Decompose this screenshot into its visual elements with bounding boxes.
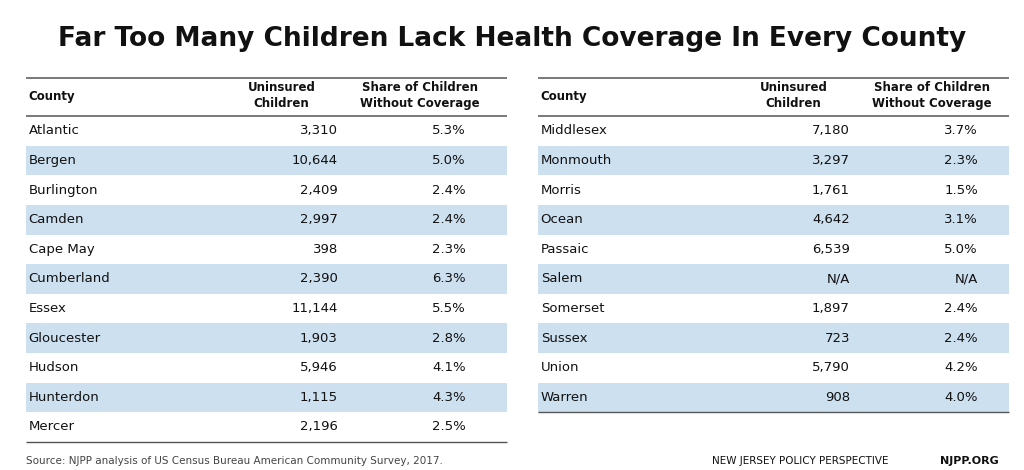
Text: 5.3%: 5.3% — [432, 125, 466, 137]
Text: Gloucester: Gloucester — [29, 332, 100, 345]
Text: 4.3%: 4.3% — [432, 391, 466, 404]
Text: 2,390: 2,390 — [300, 273, 338, 285]
Text: 3.1%: 3.1% — [944, 213, 978, 226]
Text: N/A: N/A — [954, 273, 978, 285]
Text: 2.4%: 2.4% — [432, 213, 466, 226]
Text: County: County — [29, 90, 76, 103]
Text: Sussex: Sussex — [541, 332, 587, 345]
Text: 5.0%: 5.0% — [944, 243, 978, 256]
Text: N/A: N/A — [826, 273, 850, 285]
Text: Bergen: Bergen — [29, 154, 77, 167]
Text: Morris: Morris — [541, 184, 582, 196]
Text: Hudson: Hudson — [29, 361, 79, 374]
Text: 2.4%: 2.4% — [944, 302, 978, 315]
Text: Mercer: Mercer — [29, 421, 75, 433]
Text: 7,180: 7,180 — [812, 125, 850, 137]
Text: 908: 908 — [824, 391, 850, 404]
Text: Union: Union — [541, 361, 580, 374]
Text: 1,761: 1,761 — [812, 184, 850, 196]
Text: 5.0%: 5.0% — [432, 154, 466, 167]
Text: Source: NJPP analysis of US Census Bureau American Community Survey, 2017.
Data : Source: NJPP analysis of US Census Burea… — [26, 456, 442, 470]
Text: 3,297: 3,297 — [812, 154, 850, 167]
Text: 3.7%: 3.7% — [944, 125, 978, 137]
Text: Burlington: Burlington — [29, 184, 98, 196]
Text: 4.0%: 4.0% — [944, 391, 978, 404]
Bar — [538, 383, 1009, 412]
Text: 2,997: 2,997 — [300, 213, 338, 226]
Text: 723: 723 — [824, 332, 850, 345]
Text: Passaic: Passaic — [541, 243, 589, 256]
Bar — [538, 264, 1009, 294]
Text: 6,539: 6,539 — [812, 243, 850, 256]
Text: Hunterdon: Hunterdon — [29, 391, 99, 404]
Text: NEW JERSEY POLICY PERSPECTIVE: NEW JERSEY POLICY PERSPECTIVE — [712, 456, 888, 466]
Text: 5.5%: 5.5% — [432, 302, 466, 315]
Text: 6.3%: 6.3% — [432, 273, 466, 285]
Text: 1.5%: 1.5% — [944, 184, 978, 196]
Text: 3,310: 3,310 — [300, 125, 338, 137]
Bar — [538, 146, 1009, 175]
Bar — [26, 146, 507, 175]
Text: 2,196: 2,196 — [300, 421, 338, 433]
Text: 2.5%: 2.5% — [432, 421, 466, 433]
Text: Middlesex: Middlesex — [541, 125, 607, 137]
Text: Camden: Camden — [29, 213, 84, 226]
Text: 2,409: 2,409 — [300, 184, 338, 196]
Text: Salem: Salem — [541, 273, 582, 285]
Text: Cumberland: Cumberland — [29, 273, 111, 285]
Text: Atlantic: Atlantic — [29, 125, 80, 137]
Text: 398: 398 — [312, 243, 338, 256]
Text: 5,946: 5,946 — [300, 361, 338, 374]
Text: 11,144: 11,144 — [292, 302, 338, 315]
Text: 2.3%: 2.3% — [432, 243, 466, 256]
Text: Cape May: Cape May — [29, 243, 94, 256]
Text: County: County — [541, 90, 588, 103]
Bar — [26, 205, 507, 235]
Text: Uninsured
Children: Uninsured Children — [248, 81, 315, 110]
Bar — [538, 323, 1009, 353]
Text: 1,903: 1,903 — [300, 332, 338, 345]
Text: Somerset: Somerset — [541, 302, 604, 315]
Text: 2.4%: 2.4% — [432, 184, 466, 196]
Text: 1,115: 1,115 — [300, 391, 338, 404]
Text: Warren: Warren — [541, 391, 589, 404]
Text: 2.3%: 2.3% — [944, 154, 978, 167]
Text: 4,642: 4,642 — [812, 213, 850, 226]
Text: NJPP.ORG: NJPP.ORG — [940, 456, 998, 466]
Text: Uninsured
Children: Uninsured Children — [760, 81, 827, 110]
Text: Share of Children
Without Coverage: Share of Children Without Coverage — [872, 81, 991, 110]
Bar — [26, 383, 507, 412]
Text: 1,897: 1,897 — [812, 302, 850, 315]
Bar — [26, 264, 507, 294]
Text: 2.4%: 2.4% — [944, 332, 978, 345]
Bar — [538, 205, 1009, 235]
Text: 4.2%: 4.2% — [944, 361, 978, 374]
Text: 5,790: 5,790 — [812, 361, 850, 374]
Text: Essex: Essex — [29, 302, 67, 315]
Text: 4.1%: 4.1% — [432, 361, 466, 374]
Text: Share of Children
Without Coverage: Share of Children Without Coverage — [360, 81, 479, 110]
Bar — [26, 323, 507, 353]
Text: 2.8%: 2.8% — [432, 332, 466, 345]
Text: Monmouth: Monmouth — [541, 154, 612, 167]
Text: Ocean: Ocean — [541, 213, 584, 226]
Text: Far Too Many Children Lack Health Coverage In Every County: Far Too Many Children Lack Health Covera… — [58, 26, 966, 52]
Text: 10,644: 10,644 — [292, 154, 338, 167]
